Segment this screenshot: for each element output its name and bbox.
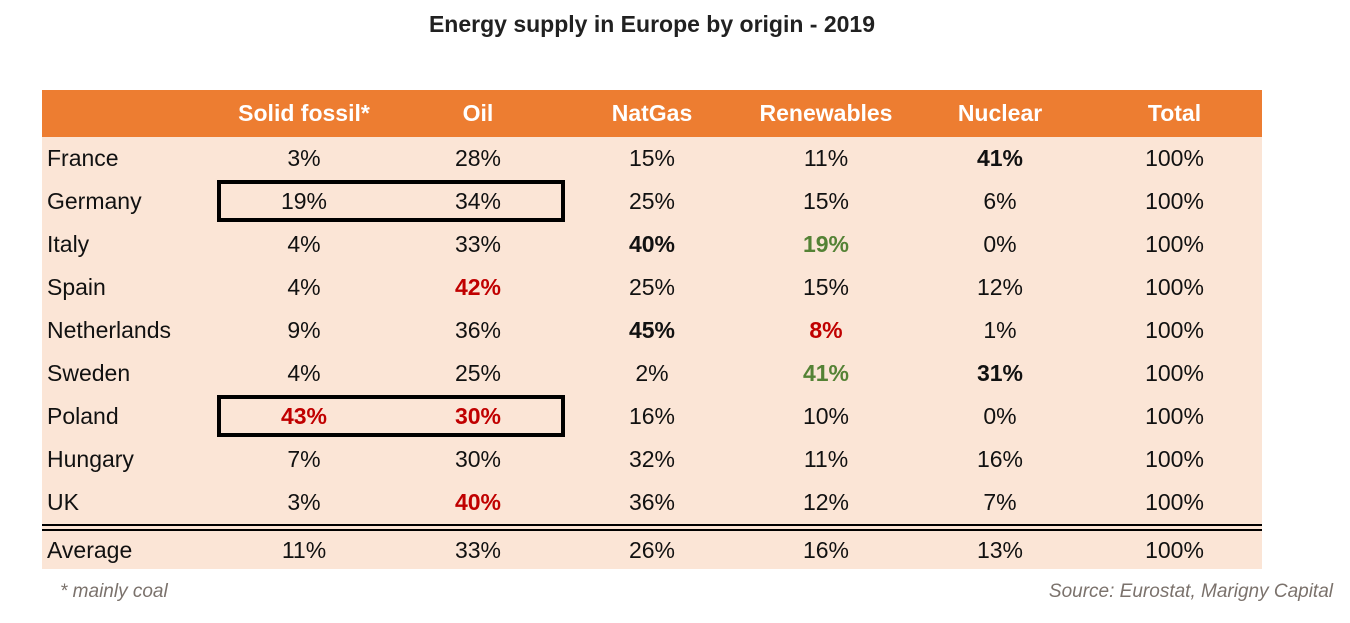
- header-renewables: Renewables: [759, 100, 893, 126]
- table-cell: 41%: [976, 145, 1024, 171]
- table-cell: 11%: [803, 145, 849, 171]
- table-row: UK 3% 40% 36% 12% 7% 100%: [42, 481, 1262, 524]
- average-row: Average 11% 33% 26% 16% 13% 100%: [42, 531, 1262, 569]
- header-nuclear: Nuclear: [957, 100, 1043, 126]
- table-cell: 25%: [628, 274, 676, 300]
- table-cell: 31%: [976, 360, 1024, 386]
- table-body: France 3% 28% 15% 11% 41% 100% Germany 19% 34% 25%…: [42, 137, 1262, 524]
- table-cell: 33%: [454, 231, 502, 257]
- average-cell: 26%: [628, 536, 676, 563]
- table-cell: 34%: [454, 188, 502, 214]
- table-row: Sweden 4% 25% 2% 41% 31% 100%: [42, 352, 1262, 395]
- table-cell: 100%: [1145, 231, 1204, 257]
- country-label: France: [47, 145, 119, 171]
- average-cell: 13%: [976, 536, 1024, 563]
- table-cell: 3%: [287, 145, 321, 171]
- table-cell: 30%: [454, 403, 502, 429]
- table-cell: 19%: [802, 231, 850, 257]
- table-cell: 11%: [803, 446, 849, 472]
- table-cell: 45%: [628, 317, 676, 343]
- table-cell: 28%: [454, 145, 502, 171]
- table-cell: 25%: [454, 360, 502, 386]
- table-cell: 16%: [976, 446, 1024, 472]
- table-cell: 100%: [1145, 360, 1204, 386]
- table-row: Hungary 7% 30% 32% 11% 16% 100%: [42, 438, 1262, 481]
- table-cell: 4%: [287, 231, 321, 257]
- table-row: Netherlands 9% 36% 45% 8% 1% 100%: [42, 309, 1262, 352]
- table-cell: 40%: [628, 231, 676, 257]
- table-cell: 4%: [287, 274, 321, 300]
- table-cell: 6%: [983, 188, 1017, 214]
- table-cell: 9%: [287, 317, 321, 343]
- header-natgas: NatGas: [611, 100, 693, 126]
- page-title: Energy supply in Europe by origin - 2019: [428, 11, 876, 37]
- table-cell: 100%: [1145, 317, 1204, 343]
- table-cell: 8%: [809, 317, 843, 343]
- table-row: Germany 19% 34% 25% 15% 6% 100%: [42, 180, 1262, 223]
- table-cell: 36%: [454, 317, 502, 343]
- table-cell: 43%: [280, 403, 328, 429]
- table-cell: 100%: [1145, 188, 1204, 214]
- table-cell: 100%: [1145, 489, 1204, 515]
- table-cell: 30%: [454, 446, 502, 472]
- country-label: UK: [47, 489, 79, 515]
- average-cell: 33%: [454, 536, 502, 563]
- table-cell: 100%: [1145, 446, 1204, 472]
- country-label: Germany: [47, 188, 142, 214]
- energy-supply-table: Solid fossil* Oil NatGas Renewables Nucl…: [42, 90, 1262, 569]
- table-cell: 15%: [802, 274, 850, 300]
- average-cell: 100%: [1145, 536, 1204, 563]
- table-header-row: Solid fossil* Oil NatGas Renewables Nucl…: [42, 90, 1262, 137]
- double-rule-divider: [42, 524, 1262, 531]
- table-cell: 42%: [454, 274, 502, 300]
- table-cell: 100%: [1145, 403, 1204, 429]
- table-cell: 25%: [628, 188, 676, 214]
- table-cell: 0%: [983, 403, 1017, 429]
- country-label: Italy: [47, 231, 90, 257]
- average-cell: 16%: [802, 536, 850, 563]
- table-cell: 40%: [454, 489, 502, 515]
- table-cell: 4%: [287, 360, 321, 386]
- table-cell: 12%: [802, 489, 850, 515]
- table-row: France 3% 28% 15% 11% 41% 100%: [42, 137, 1262, 180]
- country-label: Netherlands: [47, 317, 172, 343]
- table-cell: 1%: [983, 317, 1017, 343]
- source-credit: Source: Eurostat, Marigny Capital: [1048, 581, 1333, 602]
- table-cell: 16%: [628, 403, 676, 429]
- table-cell: 12%: [976, 274, 1024, 300]
- table-cell: 10%: [802, 403, 850, 429]
- table-row: Italy 4% 33% 40% 19% 0% 100%: [42, 223, 1262, 266]
- table-cell: 7%: [287, 446, 321, 472]
- table-cell: 15%: [802, 188, 850, 214]
- table-cell: 36%: [628, 489, 676, 515]
- table-cell: 41%: [802, 360, 850, 386]
- table-cell: 100%: [1145, 274, 1204, 300]
- table-cell: 3%: [287, 489, 321, 515]
- country-label: Average: [47, 536, 133, 563]
- table-cell: 32%: [628, 446, 676, 472]
- footnote: * mainly coal: [60, 581, 168, 602]
- country-label: Poland: [47, 403, 119, 429]
- table-cell: 7%: [983, 489, 1017, 515]
- table-cell: 2%: [635, 360, 669, 386]
- table-cell: 0%: [983, 231, 1017, 257]
- table-cell: 100%: [1145, 145, 1204, 171]
- country-label: Hungary: [47, 446, 134, 472]
- header-total: Total: [1147, 100, 1202, 126]
- table-cell: 15%: [628, 145, 676, 171]
- table-row: Poland 43% 30% 16% 10% 0% 100%: [42, 395, 1262, 438]
- country-label: Spain: [47, 274, 106, 300]
- footer: * mainly coal Source: Eurostat, Marigny …: [60, 581, 1333, 603]
- header-solid-fossil: Solid fossil*: [238, 100, 370, 126]
- table-row: Spain 4% 42% 25% 15% 12% 100%: [42, 266, 1262, 309]
- average-cell: 11%: [281, 536, 327, 563]
- header-oil: Oil: [462, 100, 494, 126]
- table-cell: 19%: [280, 188, 328, 214]
- country-label: Sweden: [47, 360, 131, 386]
